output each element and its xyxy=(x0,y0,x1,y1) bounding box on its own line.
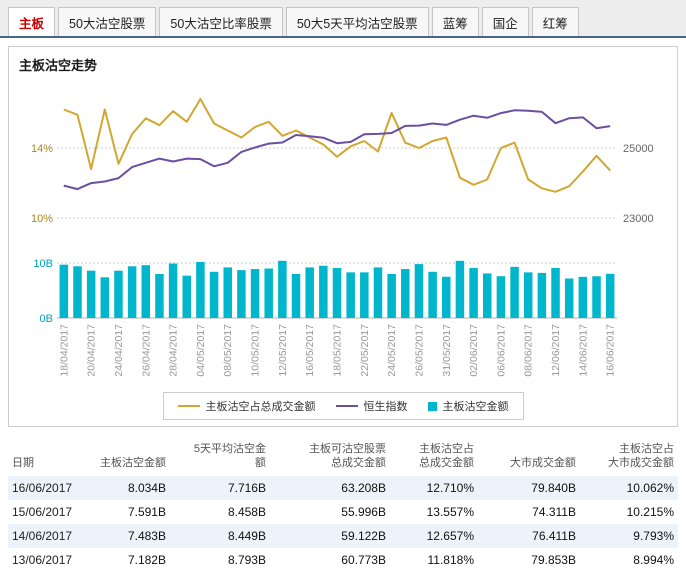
svg-text:02/06/2017: 02/06/2017 xyxy=(468,324,480,377)
legend-label: 恒生指数 xyxy=(363,401,408,413)
svg-text:25000: 25000 xyxy=(623,143,654,155)
tab-top50-short-stocks[interactable]: 50大沽空股票 xyxy=(58,7,157,36)
cell-value: 7.483B xyxy=(127,528,166,543)
svg-text:10%: 10% xyxy=(31,213,53,225)
cell-date: 15/06/2017 xyxy=(12,504,73,519)
cell-date: 16/06/2017 xyxy=(12,480,73,495)
cell-value: 12.710% xyxy=(426,480,474,495)
tab-main-board[interactable]: 主板 xyxy=(8,7,56,36)
chart-legend: 主板沽空占总成交金额 恒生指数 主板沽空金额 xyxy=(162,392,524,420)
svg-text:18/04/2017: 18/04/2017 xyxy=(58,324,70,377)
chart-title: 主板沽空走势 xyxy=(19,58,98,73)
cell-value: 76.411B xyxy=(532,528,576,543)
svg-text:10B: 10B xyxy=(33,258,53,270)
tab-top50-short-ratio[interactable]: 50大沽空比率股票 xyxy=(159,7,283,36)
cell-value: 12.657% xyxy=(426,528,474,543)
header-date: 日期 xyxy=(12,457,34,470)
svg-text:26/04/2017: 26/04/2017 xyxy=(140,324,152,377)
tab-red-chips[interactable]: 红筹 xyxy=(531,7,579,36)
svg-text:28/04/2017: 28/04/2017 xyxy=(168,324,180,377)
cell-value: 10.062% xyxy=(626,480,674,495)
cell-value: 60.773B xyxy=(341,552,386,567)
legend-label: 主板沽空金额 xyxy=(442,401,509,413)
svg-text:20/04/2017: 20/04/2017 xyxy=(86,324,98,377)
cell-value: 13.557% xyxy=(426,504,474,519)
svg-text:18/05/2017: 18/05/2017 xyxy=(332,324,344,377)
svg-text:14%: 14% xyxy=(31,143,53,155)
cell-value: 79.840B xyxy=(531,480,576,495)
svg-text:16/06/2017: 16/06/2017 xyxy=(605,324,617,377)
svg-text:12/06/2017: 12/06/2017 xyxy=(550,324,562,377)
short-selling-table: 日期 主板沽空金额 5天平均沽空金 额 主板可沽空股票 总成交金额 主板沽空占 … xyxy=(8,439,678,572)
svg-text:08/06/2017: 08/06/2017 xyxy=(523,324,535,377)
svg-text:06/06/2017: 06/06/2017 xyxy=(495,324,507,377)
short-sell-table-body: 16/06/2017 8.034B 7.716B 63.208B 12.710% 79.8… xyxy=(8,475,678,572)
tab-blue-chips[interactable]: 蓝筹 xyxy=(431,7,479,36)
svg-text:16/05/2017: 16/05/2017 xyxy=(304,324,316,377)
header-short-pct-of-market-turnover: 主板沽空占 大市成交金额 xyxy=(608,443,674,470)
svg-text:31/05/2017: 31/05/2017 xyxy=(441,324,453,377)
svg-text:24/04/2017: 24/04/2017 xyxy=(113,324,125,377)
cell-value: 55.996B xyxy=(341,504,386,519)
cell-value: 8.994% xyxy=(633,552,674,567)
svg-text:24/05/2017: 24/05/2017 xyxy=(386,324,398,377)
cell-value: 8.793B xyxy=(227,552,266,567)
svg-text:23000: 23000 xyxy=(623,213,654,225)
header-short-pct-of-turnover: 主板沽空占 总成交金额 xyxy=(419,443,474,470)
cell-value: 63.208B xyxy=(341,480,386,495)
cell-value: 8.034B xyxy=(127,480,166,495)
header-shortable-stocks-turnover: 主板可沽空股票 总成交金额 xyxy=(309,443,386,470)
svg-text:12/05/2017: 12/05/2017 xyxy=(277,324,289,377)
svg-text:14/06/2017: 14/06/2017 xyxy=(577,324,589,377)
cell-value: 7.591B xyxy=(127,504,166,519)
cell-value: 8.449B xyxy=(227,528,266,543)
svg-text:26/05/2017: 26/05/2017 xyxy=(414,324,426,377)
svg-text:10/05/2017: 10/05/2017 xyxy=(250,324,262,377)
legend-item-short-percent: 主板沽空占总成交金额 xyxy=(177,398,316,414)
table-row: 14/06/2017 7.483B 8.449B 59.122B 12.657% 76.4… xyxy=(8,523,678,548)
legend-item-hsi: 恒生指数 xyxy=(335,398,408,414)
cell-value: 7.716B xyxy=(227,480,266,495)
tab-bar: 主板 50大沽空股票 50大沽空比率股票 50大5天平均沽空股票 蓝筹 国企 红… xyxy=(0,0,686,38)
legend-item-short-amount: 主板沽空金额 xyxy=(427,398,509,414)
cell-value: 9.793% xyxy=(633,528,674,543)
short-selling-trend-chart: 14% 10% 10B 0B 25000 23000 18/04/2017 20/04/201… xyxy=(31,98,654,377)
cell-value: 59.122B xyxy=(341,528,386,543)
table-header-row: 日期 主板沽空金额 5天平均沽空金 额 主板可沽空股票 总成交金额 主板沽空占 … xyxy=(8,439,678,476)
cell-value: 79.853B xyxy=(531,552,576,567)
header-market-turnover: 大市成交金额 xyxy=(510,457,576,470)
svg-text:08/05/2017: 08/05/2017 xyxy=(222,324,234,377)
short-selling-chart-panel: 主板沽空走势 14% 10% 10B 0B 25000 23000 18/04/2017 20… xyxy=(8,46,678,427)
table-row: 15/06/2017 7.591B 8.458B 55.996B 13.557% 74.3… xyxy=(8,500,678,524)
svg-text:0B: 0B xyxy=(40,313,53,325)
cell-value: 11.818% xyxy=(427,552,474,567)
cell-value: 7.182B xyxy=(127,552,166,567)
purple-line-swatch-icon xyxy=(335,405,358,407)
cell-value: 74.311B xyxy=(532,504,576,519)
header-short-amount: 主板沽空金额 xyxy=(100,457,166,470)
cell-value: 8.458B xyxy=(227,504,266,519)
tab-h-shares[interactable]: 国企 xyxy=(481,7,529,36)
svg-text:04/05/2017: 04/05/2017 xyxy=(195,324,207,377)
yellow-line-swatch-icon xyxy=(177,405,200,407)
cell-date: 13/06/2017 xyxy=(12,552,73,567)
legend-label: 主板沽空占总成交金额 xyxy=(205,401,316,413)
table-row: 13/06/2017 7.182B 8.793B 60.773B 11.818% 79.8… xyxy=(8,548,678,572)
cyan-bar-swatch-icon xyxy=(427,401,437,411)
cell-date: 14/06/2017 xyxy=(12,528,73,543)
cell-value: 10.215% xyxy=(626,504,674,519)
table-row: 16/06/2017 8.034B 7.716B 63.208B 12.710% 79.8… xyxy=(8,475,678,500)
svg-text:22/05/2017: 22/05/2017 xyxy=(359,324,371,377)
header-5day-avg-short-amount: 5天平均沽空金 额 xyxy=(193,443,266,470)
tab-top50-5day-avg-short[interactable]: 50大5天平均沽空股票 xyxy=(285,7,429,36)
